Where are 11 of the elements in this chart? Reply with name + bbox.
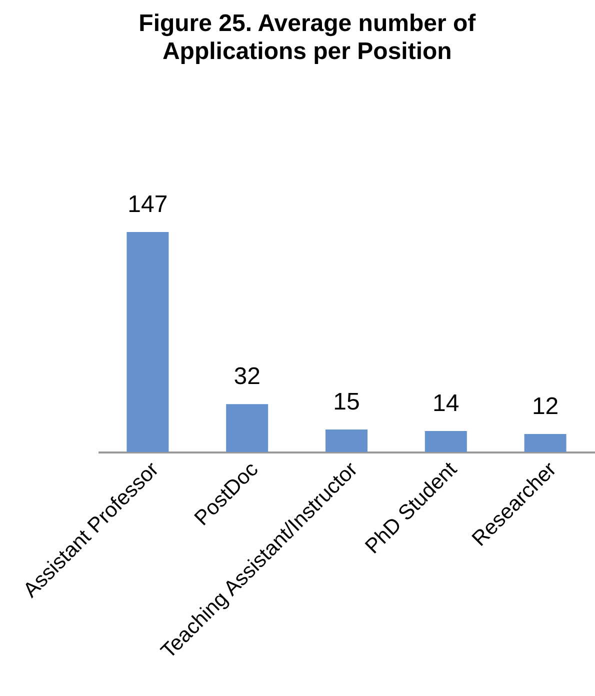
data-label: 32 <box>234 363 260 390</box>
bar <box>326 430 368 452</box>
data-label: 12 <box>532 393 559 420</box>
bar <box>524 434 566 452</box>
data-label: 14 <box>432 390 460 418</box>
data-label: 15 <box>333 388 360 416</box>
chart-title: Figure 25. Average number of Applications per Position <box>138 10 477 65</box>
bar <box>424 431 467 452</box>
data-label: 147 <box>128 191 168 218</box>
bar <box>226 404 268 452</box>
bar <box>126 232 169 452</box>
